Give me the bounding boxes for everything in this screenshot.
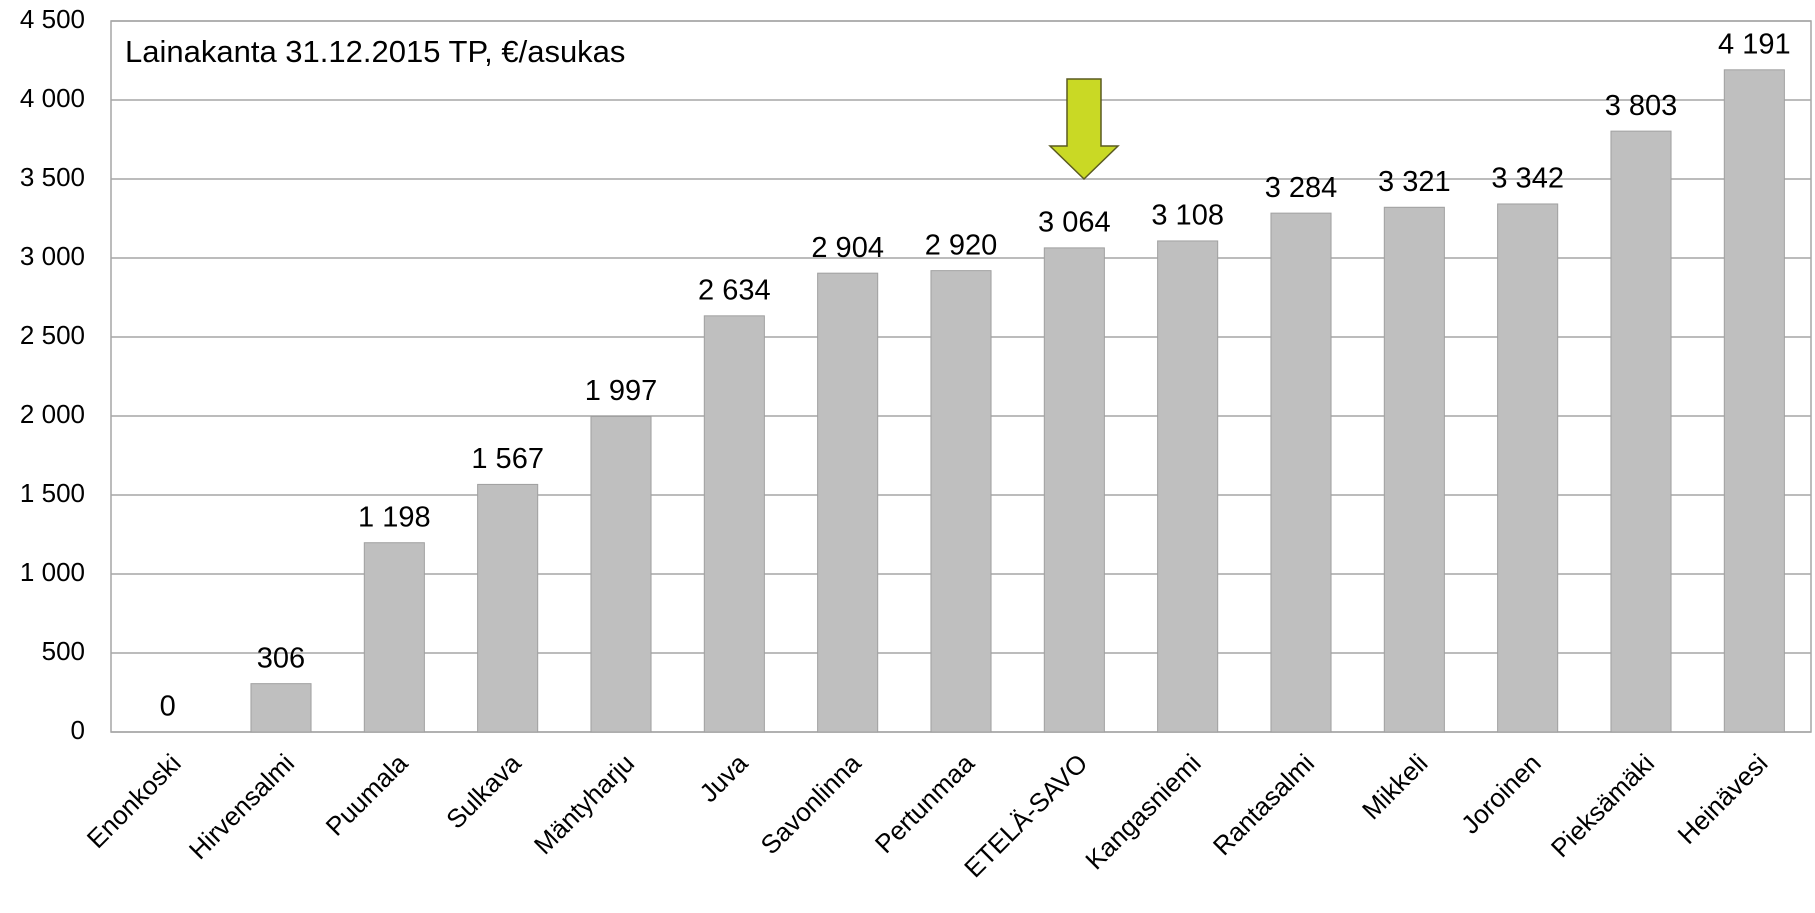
data-label: 1 198 [358, 501, 431, 533]
data-label: 3 108 [1151, 200, 1224, 232]
y-tick-label: 4 500 [20, 4, 85, 34]
y-tick-label: 3 000 [20, 241, 85, 271]
bar [363, 542, 425, 733]
bar [477, 483, 539, 733]
bar [1270, 212, 1332, 733]
data-label: 0 [160, 691, 176, 723]
bar [1610, 130, 1672, 733]
data-label: 3 321 [1378, 166, 1451, 198]
y-tick-label: 4 000 [20, 83, 85, 113]
data-label: 1 567 [471, 443, 544, 475]
x-tick-label: Puumala [320, 748, 414, 842]
data-label: 2 920 [925, 229, 998, 261]
data-label: 3 064 [1038, 207, 1111, 239]
data-label: 4 191 [1718, 28, 1791, 60]
y-tick-label: 2 000 [20, 399, 85, 429]
x-tick-label: Sulkava [440, 748, 527, 835]
bar [1497, 203, 1559, 733]
x-tick-label: Hirvensalmi [183, 748, 300, 865]
data-label: 1 997 [585, 375, 658, 407]
x-tick-label: Kangasniemi [1079, 748, 1207, 876]
x-tick-label: Pieksämäki [1545, 748, 1660, 863]
bar [1723, 69, 1785, 733]
bar [930, 270, 992, 733]
y-tick-label: 1 500 [20, 478, 85, 508]
bar [1157, 240, 1219, 733]
y-tick-label: 500 [42, 636, 85, 666]
y-tick-label: 0 [71, 715, 85, 745]
data-label: 2 904 [811, 232, 884, 264]
x-tick-label: Heinävesi [1671, 748, 1773, 850]
x-tick-label: Enonkoski [81, 748, 187, 854]
data-label: 3 803 [1605, 90, 1678, 122]
y-tick-label: 2 500 [20, 320, 85, 350]
x-tick-label: Joroinen [1455, 748, 1547, 840]
x-tick-label: Savonlinna [755, 748, 868, 861]
bar [1043, 247, 1105, 733]
x-tick-label: Juva [693, 748, 753, 808]
bar [590, 415, 652, 733]
data-label: 2 634 [698, 274, 771, 306]
bar [703, 315, 765, 733]
x-tick-label: Mikkeli [1356, 748, 1433, 825]
bar [1383, 206, 1445, 733]
y-tick-label: 1 000 [20, 557, 85, 587]
x-tick-label: Rantasalmi [1207, 748, 1320, 861]
data-label: 3 284 [1265, 172, 1338, 204]
chart-title: Lainakanta 31.12.2015 TP, €/asukas [125, 34, 625, 69]
bar [250, 683, 312, 733]
data-label: 306 [257, 642, 305, 674]
x-tick-label: Pertunmaa [869, 748, 981, 860]
highlight-arrow [1048, 78, 1120, 181]
y-tick-label: 3 500 [20, 162, 85, 192]
x-tick-label: Mäntyharju [528, 748, 640, 860]
data-label: 3 342 [1491, 163, 1564, 195]
bar [817, 272, 879, 733]
